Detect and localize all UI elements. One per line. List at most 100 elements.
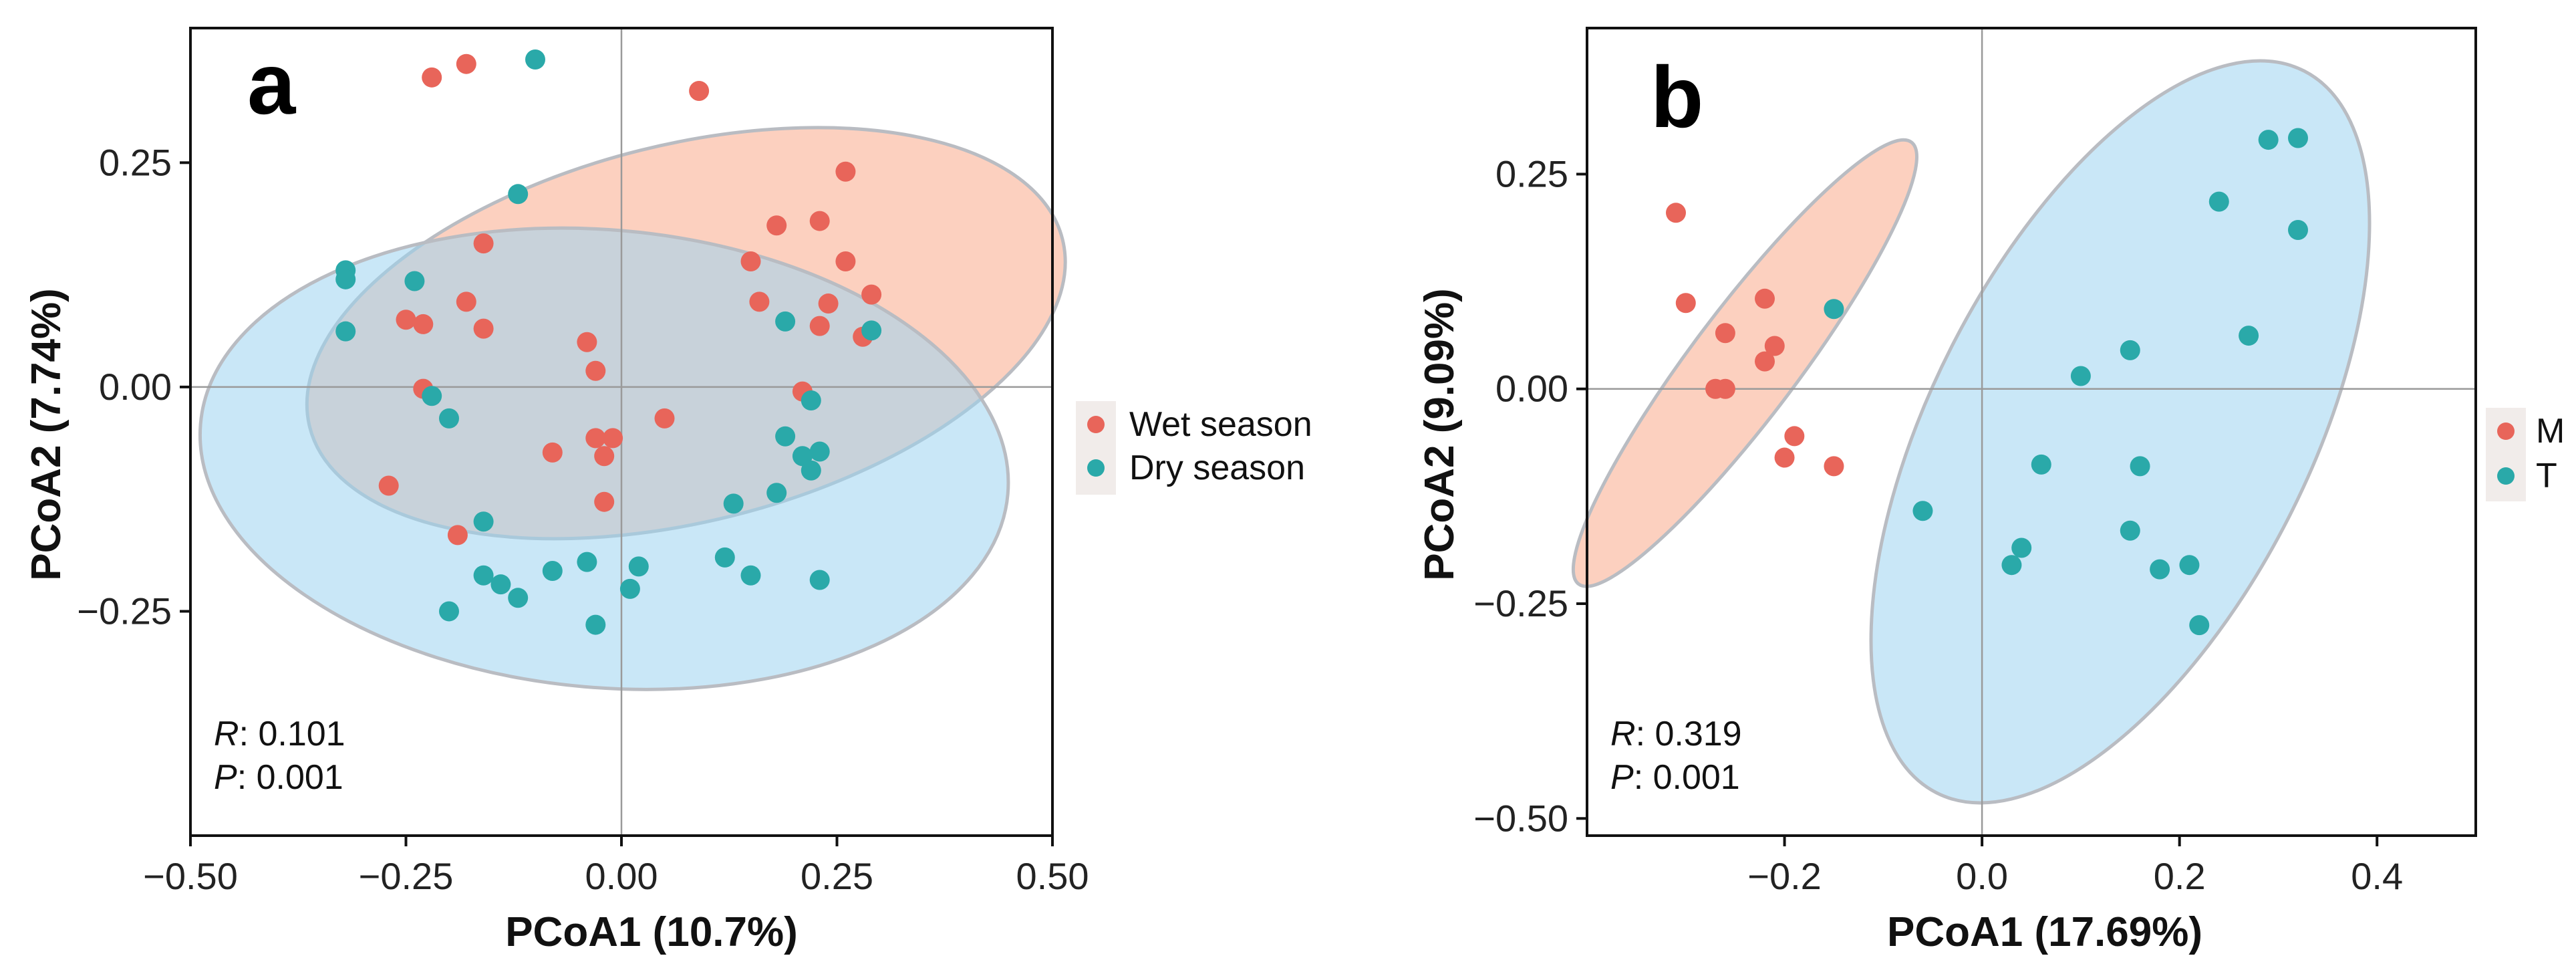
- panel-a-point-dry-season-2: [508, 184, 529, 205]
- panel-b-point-t-13: [2011, 537, 2032, 558]
- panel-a-p-label: P: [214, 758, 237, 797]
- panel-a-legend-label-wet: Wet season: [1129, 405, 1312, 444]
- panel-b-point-t-15: [2179, 555, 2200, 576]
- panel-a-point-dry-season-20: [577, 552, 597, 572]
- panel-a-point-dry-season-13: [809, 441, 830, 462]
- panel-b-point-m-5: [1764, 336, 1785, 356]
- panel-b-r-value: : 0.319: [1636, 715, 1742, 753]
- panel-a-point-wet-season-1: [422, 67, 442, 88]
- panel-a-point-wet-season-2: [456, 53, 476, 74]
- panel-a-r-label: R: [214, 715, 239, 753]
- panel-a-point-wet-season-9: [473, 233, 494, 254]
- panel-a-point-dry-season-22: [542, 561, 563, 582]
- panel-a-p-value: : 0.001: [237, 758, 343, 797]
- panel-a-x-tick-label-5: 0.50: [1016, 855, 1089, 897]
- panel-b-point-t-10: [2130, 456, 2150, 477]
- panel-a-point-dry-season-30: [585, 614, 606, 635]
- panel-b-legend-key-m: [2497, 422, 2515, 440]
- panel-b-point-t-17: [2189, 615, 2210, 636]
- panel-a-point-dry-season-21: [628, 556, 649, 577]
- panel-b-point-t-11: [1912, 501, 1933, 521]
- panel-b-r-stat: R: 0.319: [1610, 715, 1742, 753]
- panel-a-point-dry-season-16: [766, 483, 787, 503]
- panel-a-point-dry-season-12: [775, 426, 796, 447]
- panel-b-point-m-3: [1755, 288, 1775, 309]
- panel-b-point-t-4: [2208, 191, 2229, 212]
- panel-a-point-dry-season-24: [740, 565, 761, 586]
- panel-b-point-t-3: [2288, 128, 2308, 148]
- panel-a-legend-key-wet: [1087, 416, 1105, 433]
- panel-b-point-m-10: [1774, 447, 1795, 468]
- panel-b-point-m-8: [1715, 378, 1735, 399]
- panel-a-point-dry-season-11: [439, 408, 459, 429]
- panel-b-point-t-7: [2120, 340, 2140, 360]
- panel-a-r-stat: R: 0.101: [214, 715, 345, 753]
- panel-b-point-t-2: [2258, 130, 2279, 150]
- panel-a-point-dry-season-7: [861, 320, 882, 341]
- panel-a-point-dry-season-5: [404, 271, 425, 291]
- panel-b-y-axis-title: PCoA2 (9.09%): [1417, 288, 1463, 581]
- panel-a-point-wet-season-24: [585, 428, 606, 449]
- panel-b-y-tick-label-4: 0.25: [1495, 152, 1568, 195]
- panel-a: −0.50 −0.25 0.00 0.25 0.50 −0.25 0.00 0.25 a R:…: [23, 27, 1312, 955]
- panel-b-frame: [1586, 27, 2477, 837]
- panel-b-y-tick-label-2: −0.25: [1473, 582, 1568, 624]
- panel-b-point-m-11: [1824, 456, 1844, 477]
- panel-a-p-stat: P: 0.001: [214, 758, 343, 797]
- panel-a-point-wet-season-30: [447, 525, 468, 546]
- panel-a-point-dry-season-6: [775, 311, 796, 332]
- panel-a-point-wet-season-23: [654, 408, 675, 429]
- panel-a-point-wet-season-10: [456, 291, 476, 312]
- panel-b-point-t-16: [2150, 559, 2170, 580]
- panel-a-point-wet-season-28: [378, 475, 399, 496]
- panel-a-point-wet-season-11: [749, 291, 770, 312]
- panel-a-point-dry-season-19: [714, 547, 735, 568]
- panel-b-legend-label-t: T: [2536, 457, 2557, 495]
- panel-b-point-t-1: [1824, 299, 1844, 320]
- panel-a-x-tick-label-1: −0.50: [143, 855, 238, 897]
- panel-a-point-dry-season-1: [525, 49, 545, 70]
- panel-b-point-t-8: [2070, 366, 2091, 386]
- panel-a-point-dry-season-29: [439, 601, 459, 622]
- panel-a-point-wet-season-16: [473, 318, 494, 339]
- panel-a-x-tick-label-2: −0.25: [359, 855, 454, 897]
- panel-a-point-wet-season-13: [861, 284, 882, 305]
- panel-a-plot-area: −0.50 −0.25 0.00 0.25 0.50 −0.25 0.00 0.25: [77, 27, 1089, 897]
- panel-b-x-tick-label-3: 0.2: [2154, 855, 2206, 897]
- panel-b-legend: M T: [2486, 408, 2565, 501]
- panel-a-point-wet-season-14: [396, 310, 416, 330]
- panel-a-r-value: : 0.101: [239, 715, 345, 753]
- panel-a-y-axis-title: PCoA2 (7.74%): [23, 288, 69, 581]
- panel-a-legend: Wet season Dry season: [1076, 401, 1312, 495]
- panel-b-y-tick-label-1: −0.50: [1473, 797, 1568, 839]
- panel-b-ellipse-2: [1869, 59, 2372, 805]
- panel-b-point-t-12: [2120, 520, 2140, 541]
- panel-b-legend-key-t: [2497, 467, 2515, 485]
- panel-b-legend-label-m: M: [2536, 412, 2565, 451]
- panel-a-point-dry-season-23: [473, 565, 494, 586]
- panel-a-point-dry-season-27: [619, 578, 640, 599]
- panel-b-ellipse-1: [1571, 138, 1918, 588]
- panel-a-point-dry-season-9: [801, 390, 821, 411]
- panel-a-point-dry-season-18: [473, 511, 494, 532]
- panel-b-point-t-5: [2288, 220, 2308, 240]
- panel-b-p-label: P: [1610, 758, 1634, 797]
- panel-b-point-t-14: [2001, 555, 2022, 576]
- panel-a-point-wet-season-19: [577, 332, 597, 352]
- panel-a-y-tick-label-1: −0.25: [77, 590, 172, 632]
- panel-a-point-wet-season-17: [809, 316, 830, 336]
- panel-a-point-wet-season-26: [542, 442, 563, 463]
- panel-b-r-label: R: [1610, 715, 1636, 753]
- panel-a-x-tick-label-4: 0.25: [801, 855, 873, 897]
- panel-a-point-dry-season-28: [508, 588, 529, 608]
- panel-b-x-axis-title: PCoA1 (17.69%): [1887, 909, 2202, 955]
- panel-a-point-wet-season-4: [835, 161, 856, 182]
- panel-a-x-axis-title: PCoA1 (10.7%): [505, 909, 798, 955]
- panel-a-legend-key-dry: [1087, 459, 1105, 477]
- panel-a-point-dry-season-15: [801, 460, 821, 481]
- panel-b-x-tick-label-4: 0.4: [2351, 855, 2403, 897]
- panel-b-point-m-9: [1784, 426, 1805, 447]
- panel-b-p-stat: P: 0.001: [1610, 758, 1740, 797]
- panel-a-point-wet-season-6: [766, 215, 787, 236]
